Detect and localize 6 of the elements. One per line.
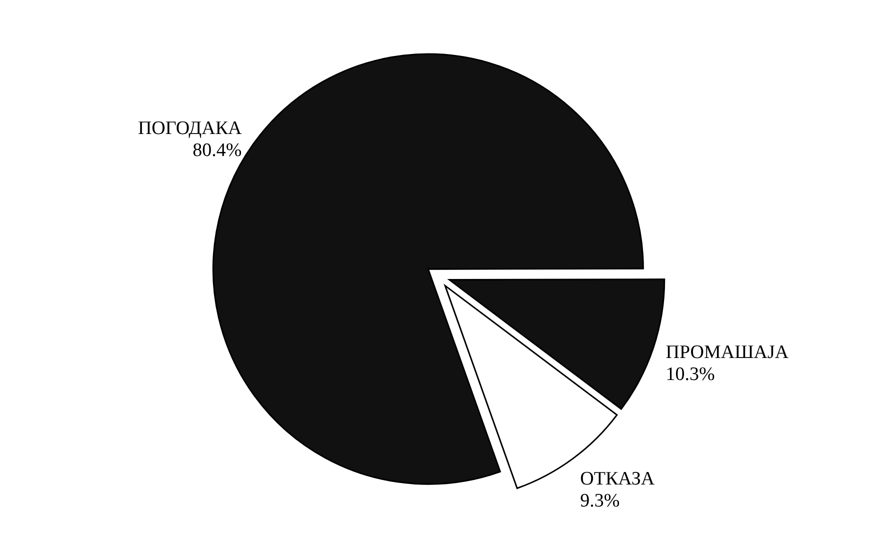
slice-label: ПРОМАШАЈА: [666, 342, 789, 363]
data-label: 9.3%: [580, 490, 620, 512]
slice-label: ПОГОДАКА: [138, 118, 242, 139]
data-label: 80.4%: [192, 140, 242, 161]
slice-label: ОТКАЗА: [580, 468, 655, 490]
data-label: 10.3%: [666, 364, 715, 385]
